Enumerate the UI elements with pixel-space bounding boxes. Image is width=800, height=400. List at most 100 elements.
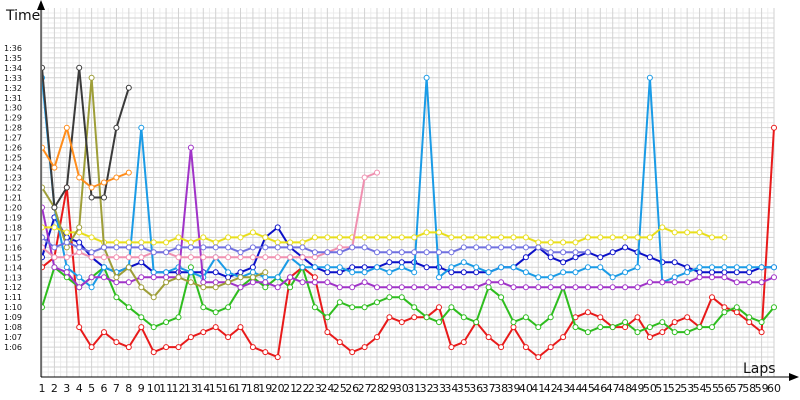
x-tick-label: 55 [705, 382, 719, 395]
data-point [746, 269, 753, 276]
data-point [311, 264, 318, 271]
data-point [436, 229, 442, 236]
data-point [634, 329, 641, 336]
data-point [125, 244, 132, 251]
data-point [622, 324, 629, 331]
data-point [299, 264, 306, 271]
x-tick-label: 60 [767, 382, 781, 395]
data-point [237, 234, 244, 241]
data-point [249, 274, 256, 281]
x-tick-label: 58 [742, 382, 756, 395]
x-tick-label: 42 [544, 382, 558, 395]
data-point [42, 204, 45, 211]
data-point [498, 234, 505, 241]
data-point [88, 184, 95, 191]
data-point [597, 284, 604, 291]
data-point [324, 279, 331, 286]
data-point [646, 254, 653, 261]
data-point [498, 279, 505, 286]
y-tick-label: 1:33 [4, 74, 22, 83]
y-tick-label: 1:12 [4, 283, 22, 292]
data-point [398, 264, 405, 271]
x-tick-label: 28 [370, 382, 384, 395]
data-point [572, 239, 579, 246]
x-tick-label: 53 [680, 382, 694, 395]
y-tick-label: 1:34 [4, 64, 22, 73]
y-tick-label: 1:16 [4, 243, 22, 252]
data-point [535, 354, 542, 361]
y-tick-label: 1:11 [4, 293, 22, 302]
data-point [771, 264, 777, 271]
data-point [212, 279, 219, 286]
data-point [88, 344, 95, 351]
data-point [76, 239, 83, 246]
data-point [262, 254, 269, 261]
data-point [398, 249, 405, 256]
data-point [361, 264, 368, 271]
data-point [63, 124, 70, 131]
data-point [609, 249, 616, 256]
data-point [287, 274, 294, 281]
data-point [150, 294, 157, 301]
data-point [622, 269, 629, 276]
data-point [386, 314, 393, 321]
data-point [659, 319, 666, 326]
data-point [311, 274, 318, 281]
data-point [411, 234, 418, 241]
data-point [361, 304, 368, 311]
data-point [249, 279, 256, 286]
x-tick-label: 32 [420, 382, 434, 395]
x-tick-label: 22 [296, 382, 310, 395]
x-axis-title: Laps [743, 361, 776, 377]
x-tick-label: 21 [283, 382, 297, 395]
data-point [200, 329, 207, 336]
data-point [386, 234, 393, 241]
data-point [646, 279, 653, 286]
x-tick-label: 45 [581, 382, 595, 395]
x-tick-label: 41 [531, 382, 545, 395]
y-tick-label: 1:19 [4, 213, 22, 222]
data-point [510, 284, 517, 291]
x-tick-label: 27 [358, 382, 372, 395]
data-point [386, 294, 393, 301]
data-point [361, 344, 368, 351]
data-point [423, 229, 430, 236]
data-point [684, 229, 691, 236]
data-point [150, 239, 157, 246]
data-point [522, 244, 529, 251]
data-point [63, 244, 70, 251]
data-point [138, 324, 145, 331]
data-point [535, 239, 542, 246]
data-point [547, 239, 554, 246]
data-point [659, 279, 666, 286]
data-point [249, 264, 256, 271]
data-point [51, 204, 58, 211]
x-tick-label: 16 [221, 382, 235, 395]
data-point [187, 254, 194, 261]
data-point [436, 249, 442, 256]
data-point [299, 279, 306, 286]
data-point [349, 264, 356, 271]
data-point [42, 144, 45, 151]
y-tick-label: 1:35 [4, 54, 22, 63]
data-point [609, 274, 616, 281]
y-tick-label: 1:09 [4, 313, 22, 322]
data-point [597, 254, 604, 261]
data-point [237, 249, 244, 256]
data-point [522, 234, 529, 241]
data-point [138, 259, 145, 266]
data-point [448, 264, 455, 271]
data-point [361, 234, 368, 241]
data-point [709, 234, 715, 241]
data-point [634, 314, 641, 321]
data-point [287, 239, 294, 246]
data-point [101, 274, 107, 281]
data-point [113, 174, 120, 181]
data-point [125, 264, 132, 271]
x-tick-label: 14 [196, 382, 210, 395]
data-point [671, 329, 678, 336]
data-point [721, 304, 728, 311]
data-point [212, 324, 219, 331]
data-point [274, 284, 281, 291]
x-tick-label: 26 [345, 382, 359, 395]
